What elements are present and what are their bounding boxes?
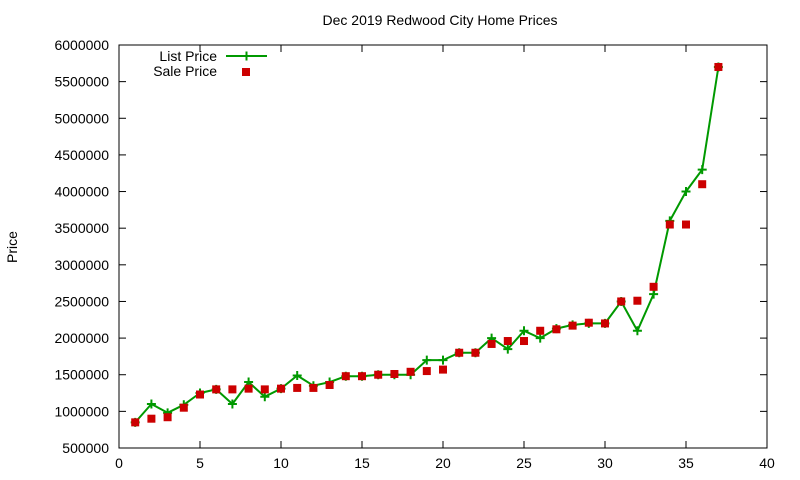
sale-price-point [568,321,577,330]
sale-price-point [260,385,269,394]
sale-price-point [471,348,480,357]
list-price-point [503,344,513,354]
sale-price-point [455,348,464,357]
list-price-point [227,399,237,409]
list-price-point [438,355,448,365]
list-price-point [519,326,529,336]
list-price-point [632,326,642,336]
y-tick-label: 500000 [62,440,109,456]
x-tick-label: 35 [678,455,694,471]
x-tick-label: 40 [759,455,775,471]
y-tick-label: 3500000 [54,220,109,236]
y-tick-label: 4500000 [54,147,109,163]
list-price-point [535,333,545,343]
chart-title: Dec 2019 Redwood City Home Prices [323,12,558,28]
x-tick-label: 25 [516,455,532,471]
x-tick-label: 30 [597,455,613,471]
y-tick-label: 1000000 [54,403,109,419]
sale-price-point [374,370,383,379]
legend-label-list-price: List Price [159,48,217,64]
list-price-point [260,392,270,402]
sale-price-point [147,414,156,423]
sale-price-point [633,296,642,305]
sale-price-point [536,326,545,335]
list-price-point [697,165,707,175]
y-tick-label: 2000000 [54,330,109,346]
sale-price-point [358,372,366,381]
sale-price-point [390,369,399,378]
legend-swatch-sale-price [242,68,250,76]
sale-price-point [325,380,334,389]
legend: List Price Sale Price [153,48,267,79]
sale-price-point [503,337,512,346]
sale-price-point [439,365,447,374]
sale-price-point [617,297,626,306]
list-price-point [146,399,156,409]
sale-price-point [714,62,723,71]
list-price-point [649,289,659,299]
sale-price-point [309,383,318,392]
x-tick-label: 10 [273,455,289,471]
y-tick-label: 5500000 [54,74,109,90]
sale-price-point [422,367,431,376]
sale-price-point [228,385,237,394]
legend-marker-list-price [242,51,251,61]
sale-price-point [163,413,172,422]
y-tick-label: 6000000 [54,37,109,53]
sale-price-point [131,418,140,427]
sale-price-point [196,390,204,399]
y-tick-label: 3000000 [54,257,109,273]
y-axis-label: Price [4,231,20,263]
sale-price-point [520,337,528,346]
sale-price-point [601,319,609,328]
y-tick-label: 2500000 [54,293,109,309]
sale-price-point [665,220,674,229]
sale-price-point [341,372,350,381]
list-price-point [422,355,432,365]
sale-price-point [179,403,188,412]
sale-price-point [487,339,496,348]
sale-price-point [293,383,302,392]
y-tick-label: 1500000 [54,367,109,383]
y-tick-label: 5000000 [54,110,109,126]
sale-price-point [698,180,707,189]
x-tick-label: 15 [354,455,370,471]
sale-price-point [584,318,593,327]
sale-price-point [649,282,658,291]
sale-price-point [406,367,415,376]
x-tick-label: 0 [115,455,123,471]
sale-price-point [244,384,253,393]
list-price-point [292,370,302,380]
sale-price-point [552,325,561,334]
series-layer [130,62,723,427]
y-tick-label: 4000000 [54,184,109,200]
sale-price-point [277,384,285,393]
list-price-point [681,187,691,197]
x-tick-label: 5 [196,455,204,471]
x-tick-label: 20 [435,455,451,471]
sale-price-point [212,385,221,394]
sale-price-point [682,220,690,229]
axis-ticks: 0 5 10 15 20 25 30 35 40 500000 1000000 1500000 2000… [54,37,775,471]
legend-label-sale-price: Sale Price [153,63,217,79]
